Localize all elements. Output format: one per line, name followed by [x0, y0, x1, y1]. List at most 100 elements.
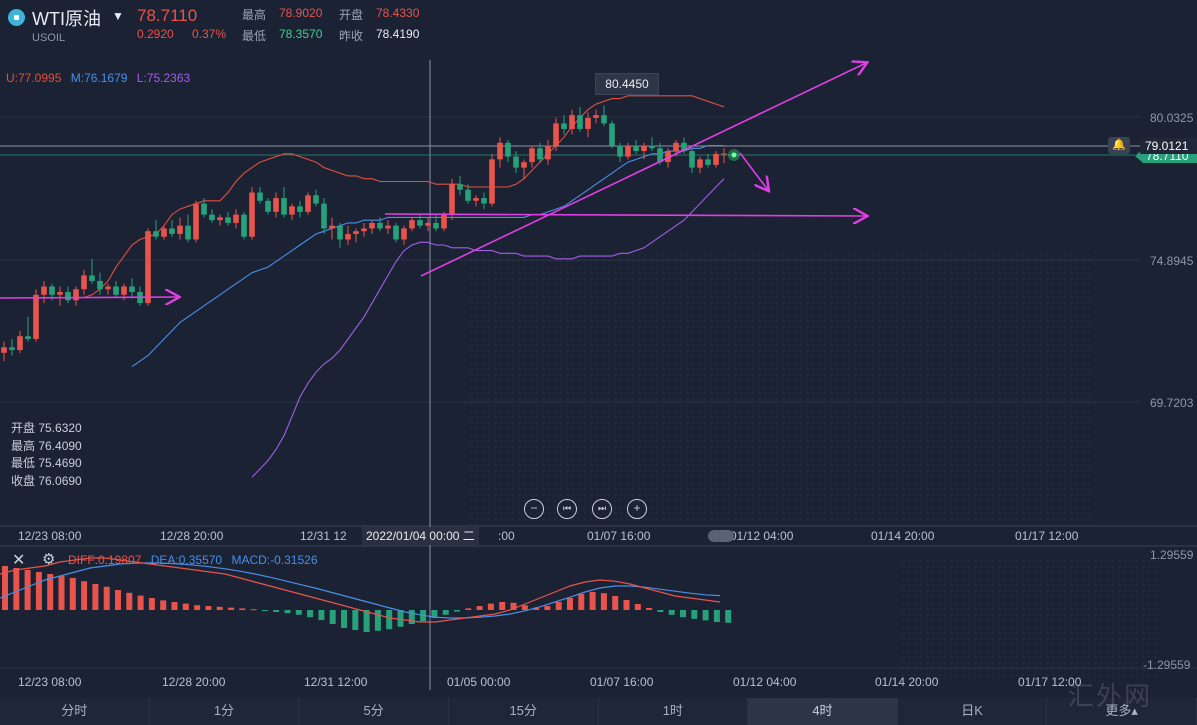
candle[interactable]: [585, 112, 591, 138]
candle[interactable]: [545, 140, 551, 165]
candle[interactable]: [465, 184, 471, 204]
candle[interactable]: [577, 106, 583, 132]
candle[interactable]: [225, 211, 231, 226]
candle[interactable]: [641, 142, 647, 160]
candlestick-chart[interactable]: [0, 0, 1197, 526]
candle[interactable]: [481, 192, 487, 210]
zoom-in-button[interactable]: +: [627, 499, 647, 519]
candle[interactable]: [145, 228, 151, 306]
candle[interactable]: [689, 148, 695, 174]
candle[interactable]: [441, 211, 447, 232]
candle[interactable]: [273, 192, 279, 218]
candle[interactable]: [561, 115, 567, 135]
candle[interactable]: [97, 272, 103, 295]
candle[interactable]: [297, 200, 303, 218]
macd-close-icon[interactable]: ✕: [12, 552, 26, 569]
candle[interactable]: [9, 338, 15, 356]
candle[interactable]: [529, 145, 535, 168]
candle[interactable]: [193, 200, 199, 243]
candle[interactable]: [201, 198, 207, 218]
candle[interactable]: [449, 178, 455, 221]
candle[interactable]: [313, 189, 319, 207]
candle[interactable]: [361, 222, 367, 237]
candle[interactable]: [617, 142, 623, 163]
candle[interactable]: [417, 214, 423, 229]
candle[interactable]: [345, 225, 351, 246]
candle[interactable]: [89, 258, 95, 284]
scroll-prev-button[interactable]: ⏮: [557, 499, 577, 519]
candle[interactable]: [385, 220, 391, 234]
price-alert-bell-icon[interactable]: 🔔: [1108, 137, 1130, 154]
candle[interactable]: [161, 225, 167, 240]
candle[interactable]: [409, 217, 415, 232]
candle[interactable]: [177, 217, 183, 240]
candle[interactable]: [377, 217, 383, 232]
candle[interactable]: [569, 109, 575, 135]
candle[interactable]: [281, 186, 287, 218]
tab-1min[interactable]: 1分: [150, 698, 300, 725]
tab-timeshare[interactable]: 分时: [0, 698, 150, 725]
candle[interactable]: [129, 278, 135, 298]
candle[interactable]: [521, 159, 527, 179]
candle[interactable]: [1, 341, 7, 362]
candle[interactable]: [353, 228, 359, 243]
candle[interactable]: [393, 222, 399, 243]
candle[interactable]: [401, 225, 407, 246]
candle[interactable]: [321, 198, 327, 234]
candle[interactable]: [473, 195, 479, 207]
candle[interactable]: [553, 117, 559, 152]
candle[interactable]: [305, 192, 311, 215]
candle[interactable]: [425, 217, 431, 232]
candle[interactable]: [593, 109, 599, 124]
candle[interactable]: [681, 137, 687, 154]
candle[interactable]: [497, 137, 503, 168]
candle[interactable]: [697, 156, 703, 174]
candle[interactable]: [265, 198, 271, 215]
candle[interactable]: [25, 316, 31, 342]
candle[interactable]: [153, 220, 159, 240]
candle[interactable]: [289, 203, 295, 221]
zoom-out-button[interactable]: −: [524, 499, 544, 519]
candle[interactable]: [113, 280, 119, 298]
candle[interactable]: [57, 286, 63, 306]
candle[interactable]: [81, 269, 87, 295]
symbol-dropdown-icon[interactable]: ▼: [112, 9, 124, 23]
candle[interactable]: [41, 280, 47, 304]
candle[interactable]: [369, 220, 375, 234]
candle[interactable]: [537, 142, 543, 163]
macd-settings-icon[interactable]: ⚙: [42, 551, 56, 568]
candle[interactable]: [169, 220, 175, 237]
tab-5min[interactable]: 5分: [299, 698, 449, 725]
scroll-next-button[interactable]: ⏭: [592, 499, 612, 519]
tab-daily[interactable]: 日K: [898, 698, 1048, 725]
candle[interactable]: [233, 209, 239, 229]
candle[interactable]: [73, 286, 79, 306]
candle[interactable]: [489, 153, 495, 207]
candle[interactable]: [713, 151, 719, 168]
candle[interactable]: [105, 283, 111, 295]
candle[interactable]: [209, 209, 215, 223]
candle[interactable]: [625, 142, 631, 160]
macd-chart[interactable]: [0, 546, 1197, 676]
candle[interactable]: [457, 175, 463, 196]
candle[interactable]: [249, 186, 255, 240]
candle[interactable]: [337, 222, 343, 248]
candle[interactable]: [705, 153, 711, 168]
candle[interactable]: [17, 330, 23, 353]
tab-4hour[interactable]: 4时: [748, 698, 898, 725]
candle[interactable]: [329, 217, 335, 240]
tab-15min[interactable]: 15分: [449, 698, 599, 725]
candle[interactable]: [649, 137, 655, 152]
candle[interactable]: [257, 186, 263, 204]
candle[interactable]: [185, 214, 191, 243]
candle[interactable]: [433, 214, 439, 232]
candle[interactable]: [505, 140, 511, 163]
symbol-name[interactable]: WTI原油: [32, 9, 101, 29]
candle[interactable]: [513, 151, 519, 174]
tab-1hour[interactable]: 1时: [599, 698, 749, 725]
candle[interactable]: [217, 214, 223, 226]
candle[interactable]: [601, 105, 607, 127]
candle[interactable]: [609, 120, 615, 149]
candle[interactable]: [241, 211, 247, 240]
candle[interactable]: [721, 148, 727, 164]
